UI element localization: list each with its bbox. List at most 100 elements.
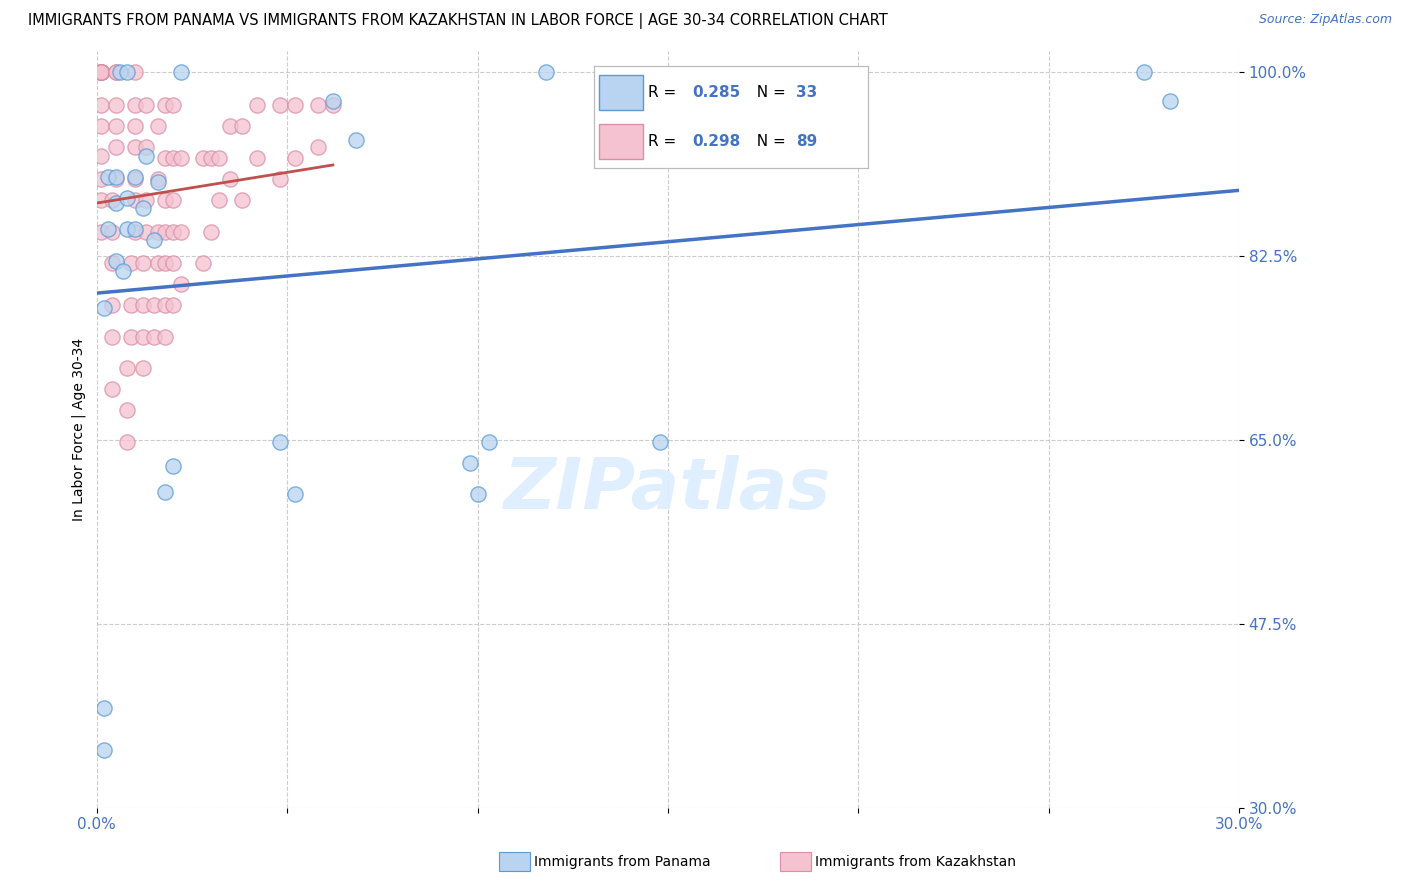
Point: [169, 151, 191, 165]
Point: [135, 140, 157, 154]
Point: [90, 193, 112, 207]
Point: [90, 172, 112, 186]
Point: [200, 151, 222, 165]
Point: [135, 193, 157, 207]
Text: Immigrants from Panama: Immigrants from Panama: [534, 855, 711, 869]
Point: [155, 329, 177, 343]
Point: [117, 361, 139, 376]
Point: [219, 172, 242, 186]
Text: Immigrants from Kazakhstan: Immigrants from Kazakhstan: [815, 855, 1017, 869]
Point: [269, 434, 291, 449]
Point: [93, 700, 115, 714]
Point: [146, 225, 169, 239]
Point: [155, 256, 177, 270]
Point: [104, 254, 127, 268]
Point: [101, 193, 124, 207]
Point: [104, 120, 127, 134]
Point: [93, 301, 115, 316]
Point: [142, 233, 165, 247]
Point: [120, 298, 142, 312]
Point: [193, 256, 215, 270]
Point: [90, 64, 112, 78]
Point: [97, 169, 120, 184]
Point: [135, 98, 157, 112]
Point: [90, 64, 112, 78]
Point: [104, 64, 127, 78]
Point: [117, 403, 139, 417]
Point: [162, 256, 184, 270]
Point: [155, 298, 177, 312]
Point: [169, 225, 191, 239]
Point: [146, 256, 169, 270]
Point: [90, 64, 112, 78]
Point: [117, 222, 139, 236]
Point: [322, 94, 344, 108]
Point: [90, 64, 112, 78]
Point: [124, 140, 146, 154]
Point: [155, 151, 177, 165]
Point: [131, 361, 153, 376]
Point: [124, 64, 146, 78]
Point: [124, 222, 146, 236]
Point: [90, 225, 112, 239]
Point: [104, 64, 127, 78]
Point: [534, 64, 557, 78]
Point: [90, 64, 112, 78]
Text: ZIPatlas: ZIPatlas: [505, 455, 831, 524]
Point: [90, 120, 112, 134]
Point: [307, 140, 329, 154]
Point: [120, 329, 142, 343]
Point: [112, 264, 135, 278]
Point: [269, 172, 291, 186]
Point: [90, 64, 112, 78]
Point: [169, 64, 191, 78]
Point: [284, 487, 307, 501]
Point: [231, 120, 253, 134]
Point: [101, 298, 124, 312]
Point: [135, 225, 157, 239]
Point: [269, 98, 291, 112]
Point: [142, 329, 165, 343]
Point: [322, 98, 344, 112]
Point: [162, 298, 184, 312]
Point: [90, 64, 112, 78]
Point: [131, 202, 153, 216]
Point: [650, 434, 672, 449]
Point: [467, 487, 489, 501]
Point: [90, 149, 112, 163]
Point: [162, 193, 184, 207]
Text: IMMIGRANTS FROM PANAMA VS IMMIGRANTS FROM KAZAKHSTAN IN LABOR FORCE | AGE 30-34 : IMMIGRANTS FROM PANAMA VS IMMIGRANTS FRO…: [28, 13, 887, 29]
Point: [104, 172, 127, 186]
Point: [1159, 94, 1181, 108]
Point: [200, 225, 222, 239]
Point: [90, 64, 112, 78]
Point: [117, 191, 139, 205]
Point: [104, 98, 127, 112]
Y-axis label: In Labor Force | Age 30-34: In Labor Force | Age 30-34: [72, 337, 86, 521]
Point: [135, 149, 157, 163]
Point: [208, 151, 231, 165]
Point: [101, 329, 124, 343]
Point: [97, 222, 120, 236]
Point: [246, 98, 269, 112]
Point: [131, 298, 153, 312]
Point: [101, 256, 124, 270]
Text: Source: ZipAtlas.com: Source: ZipAtlas.com: [1258, 13, 1392, 27]
Point: [458, 456, 481, 470]
Point: [478, 434, 501, 449]
Point: [101, 225, 124, 239]
Point: [117, 64, 139, 78]
Point: [90, 64, 112, 78]
Point: [155, 193, 177, 207]
Point: [108, 64, 131, 78]
Point: [104, 196, 127, 211]
Point: [155, 225, 177, 239]
Point: [124, 98, 146, 112]
Point: [146, 175, 169, 189]
Point: [117, 434, 139, 449]
Point: [162, 458, 184, 473]
Point: [131, 256, 153, 270]
Point: [90, 98, 112, 112]
Point: [131, 329, 153, 343]
Point: [344, 133, 367, 147]
